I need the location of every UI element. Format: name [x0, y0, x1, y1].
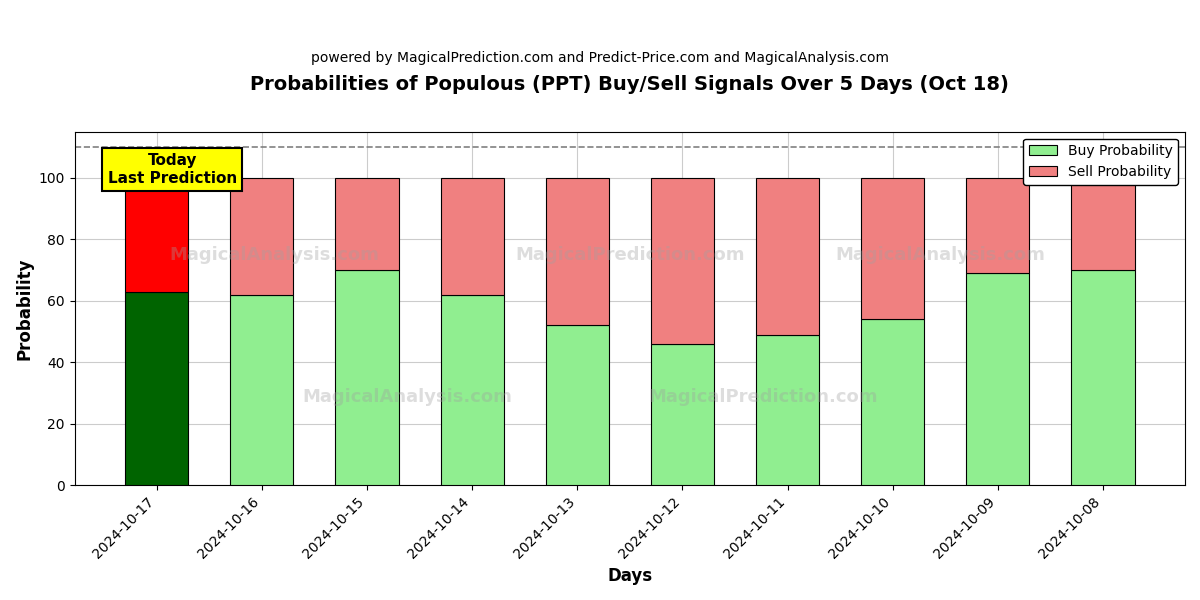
- Bar: [440, 295, 504, 485]
- Bar: [1072, 178, 1134, 270]
- Bar: [862, 178, 924, 319]
- Y-axis label: Probability: Probability: [16, 257, 34, 359]
- Bar: [966, 273, 1030, 485]
- Bar: [336, 270, 398, 485]
- Legend: Buy Probability, Sell Probability: Buy Probability, Sell Probability: [1024, 139, 1178, 185]
- Bar: [966, 178, 1030, 273]
- X-axis label: Days: Days: [607, 567, 653, 585]
- Bar: [230, 178, 293, 295]
- Bar: [756, 335, 820, 485]
- Bar: [125, 292, 188, 485]
- Title: Probabilities of Populous (PPT) Buy/Sell Signals Over 5 Days (Oct 18): Probabilities of Populous (PPT) Buy/Sell…: [251, 75, 1009, 94]
- Bar: [546, 178, 608, 325]
- Text: MagicalPrediction.com: MagicalPrediction.com: [648, 388, 878, 406]
- Bar: [230, 295, 293, 485]
- Bar: [1072, 270, 1134, 485]
- Text: MagicalAnalysis.com: MagicalAnalysis.com: [835, 247, 1045, 265]
- Bar: [756, 178, 820, 335]
- Bar: [546, 325, 608, 485]
- Text: Today
Last Prediction: Today Last Prediction: [108, 153, 238, 185]
- Bar: [125, 178, 188, 292]
- Bar: [862, 319, 924, 485]
- Bar: [336, 178, 398, 270]
- Bar: [650, 344, 714, 485]
- Text: MagicalAnalysis.com: MagicalAnalysis.com: [302, 388, 512, 406]
- Text: MagicalPrediction.com: MagicalPrediction.com: [515, 247, 744, 265]
- Bar: [440, 178, 504, 295]
- Bar: [650, 178, 714, 344]
- Text: MagicalAnalysis.com: MagicalAnalysis.com: [169, 247, 379, 265]
- Text: powered by MagicalPrediction.com and Predict-Price.com and MagicalAnalysis.com: powered by MagicalPrediction.com and Pre…: [311, 51, 889, 65]
